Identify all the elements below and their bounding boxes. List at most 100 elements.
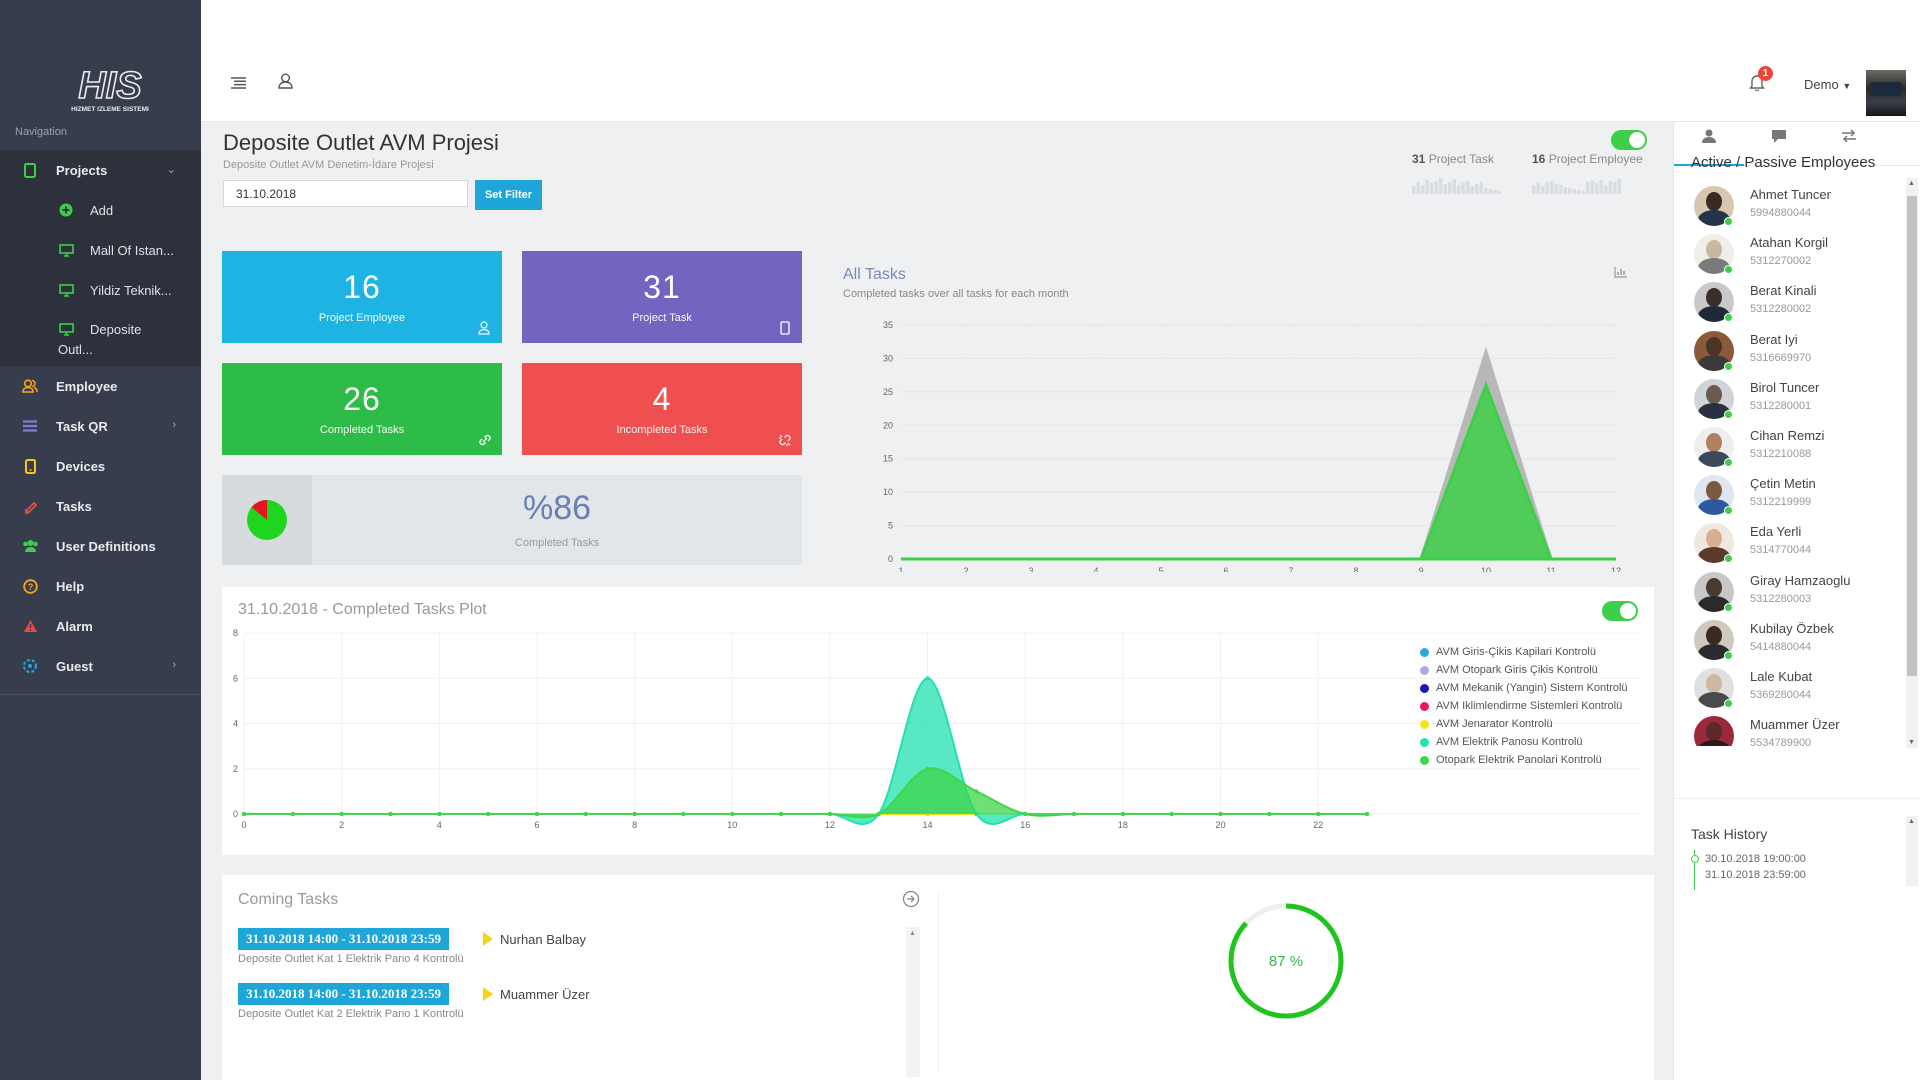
legend-item[interactable]: AVM Giris-Çikis Kapilari Kontrolü <box>1420 645 1596 659</box>
data-point <box>1218 812 1223 816</box>
scrollbar-thumb[interactable] <box>1907 196 1917 676</box>
x-tick-label: 22 <box>1313 820 1323 830</box>
sparkline-bar <box>1536 183 1540 194</box>
summary-value: 16 <box>1532 152 1546 166</box>
view-toggle[interactable] <box>1611 130 1647 150</box>
chevron-right-icon[interactable]: › <box>172 419 176 431</box>
sparkline-bar <box>1586 182 1590 194</box>
employee-item[interactable]: Ahmet Tuncer 5994880044 <box>1694 186 1894 242</box>
stat-label: Incompleted Tasks <box>616 424 708 436</box>
monitor-icon <box>58 283 74 297</box>
user-menu[interactable]: Demo ▼ <box>1804 77 1851 92</box>
employee-item[interactable]: Birol Tuncer 5312280001 <box>1694 378 1894 435</box>
x-tick-label: 2 <box>963 566 968 572</box>
menu-item-task-qr[interactable]: Task QR › <box>0 406 201 446</box>
x-tick-label: 20 <box>1216 820 1226 830</box>
employee-item[interactable]: Cihan Remzi 5312210088 <box>1694 427 1894 483</box>
sparkline-bar <box>1443 184 1447 194</box>
stat-card-incompleted[interactable]: 4 Incompleted Tasks <box>522 363 802 455</box>
series-line <box>243 677 1368 826</box>
menu-item-employee[interactable]: Employee <box>0 366 201 406</box>
menu-item-user-definitions[interactable]: User Definitions <box>0 526 201 566</box>
employee-item[interactable]: Kubilay Özbek 5414880044 <box>1694 619 1894 676</box>
arrow-circle-right-icon[interactable] <box>902 890 920 913</box>
legend-item[interactable]: AVM Jenarator Kontrolü <box>1420 717 1553 731</box>
employee-name: Berat Kinali <box>1750 283 1817 299</box>
sparkline-bar <box>1599 180 1603 194</box>
submenu-item-deposite-outlet[interactable]: Deposite Outl... <box>0 310 201 366</box>
stat-value: 31 <box>643 269 681 305</box>
add-icon <box>58 203 74 217</box>
legend-item[interactable]: Otopark Elektrik Panolari Kontrolü <box>1420 753 1602 767</box>
employee-item[interactable]: Muammer Üzer 5534789900 <box>1694 716 1894 746</box>
menu-item-help[interactable]: ? Help <box>0 566 201 606</box>
legend-item[interactable]: AVM Mekanik (Yangin) Sistem Kontrolü <box>1420 681 1628 695</box>
employee-item[interactable]: Lale Kubat 5369280044 <box>1694 668 1894 724</box>
scroll-down-icon[interactable]: ▼ <box>1908 739 1915 746</box>
x-tick-label: 6 <box>534 820 539 830</box>
submenu-label-line1: Deposite <box>90 322 142 337</box>
plot-toggle-switch[interactable] <box>1602 601 1638 621</box>
sparkline-bar <box>1617 179 1621 194</box>
submenu-item-mall-of-istanbul[interactable]: Mall Of Istan... <box>0 230 201 270</box>
completion-percent: %86 <box>522 489 592 527</box>
avatar-image-part <box>1870 82 1902 96</box>
menu-label: Help <box>56 578 85 594</box>
chevron-down-icon[interactable]: ⌄ <box>166 164 176 176</box>
legend-item[interactable]: AVM Otopark Giris Çikis Kontrolü <box>1420 663 1598 677</box>
menu-item-tasks[interactable]: Tasks <box>0 486 201 526</box>
y-tick-label: 5 <box>888 521 893 531</box>
avatar[interactable] <box>1866 70 1906 116</box>
stat-card-completed[interactable]: 26 Completed Tasks <box>222 363 502 455</box>
set-filter-button[interactable]: Set Filter <box>475 180 542 210</box>
avatar-body <box>1698 692 1730 708</box>
employee-item[interactable]: Giray Hamzaoglu 5312280003 <box>1694 571 1894 628</box>
tab-transfers[interactable] <box>1814 122 1884 166</box>
employee-item[interactable]: Çetin Metin 5312219999 <box>1694 475 1894 531</box>
nav-caption: Navigation <box>15 126 67 138</box>
menu-item-alarm[interactable]: Alarm <box>0 606 201 646</box>
stat-card-employees[interactable]: 16 Project Employee <box>222 251 502 343</box>
stat-card-tasks[interactable]: 31 Project Task <box>522 251 802 343</box>
employee-item[interactable]: Berat Kinali 5312280002 <box>1694 282 1894 338</box>
tab-employees[interactable] <box>1674 122 1744 166</box>
employee-item[interactable]: Atahan Korgil 5312270002 <box>1694 234 1894 290</box>
menu-label: Employee <box>56 378 118 394</box>
coming-task-time[interactable]: 31.10.2018 14:00 - 31.10.2018 23:59 <box>238 928 449 950</box>
menu-item-devices[interactable]: Devices <box>0 446 201 486</box>
toggle-switch[interactable] <box>1611 130 1647 150</box>
history-scrollbar[interactable]: ▲ <box>1906 816 1918 886</box>
avatar-body <box>1698 402 1730 419</box>
x-tick-label: 4 <box>1093 566 1098 572</box>
employee-phone: 5312210088 <box>1750 448 1812 460</box>
menu-item-guest[interactable]: Guest › <box>0 646 201 686</box>
coming-task-time[interactable]: 31.10.2018 14:00 - 31.10.2018 23:59 <box>238 983 449 1005</box>
sparkline-bar <box>1590 181 1594 194</box>
submenu-label-line2: Outl... <box>58 342 93 357</box>
tab-messages[interactable] <box>1744 122 1814 166</box>
employee-phone: 5314770044 <box>1750 544 1812 557</box>
employee-scrollbar[interactable]: ▲ ▼ <box>1906 178 1918 748</box>
employee-item[interactable]: Eda Yerli 5314770044 <box>1694 523 1894 579</box>
coming-tasks-scrollbar[interactable]: ▲ <box>906 927 920 1077</box>
legend-item[interactable]: AVM Iklimlendirme Sistemleri Kontrolü <box>1420 699 1622 713</box>
employee-item[interactable]: Berat Iyi 5316669970 <box>1694 330 1894 387</box>
submenu-item-yildiz-teknik[interactable]: Yildiz Teknik... <box>0 270 201 310</box>
menu-item-projects[interactable]: Projects ⌄ <box>0 150 201 190</box>
chevron-right-icon[interactable]: › <box>172 659 176 671</box>
his-logo[interactable]: HIS HIZMET IZLEME SISTEMI <box>62 64 158 116</box>
date-input[interactable] <box>223 180 468 207</box>
scroll-up-icon[interactable]: ▲ <box>1908 180 1915 187</box>
avatar-head <box>1706 384 1722 404</box>
legend-item[interactable]: AVM Elektrik Panosu Kontrolü <box>1420 735 1583 749</box>
menu-toggle-icon[interactable] <box>231 76 246 94</box>
scroll-up-icon[interactable]: ▲ <box>909 930 916 937</box>
data-point <box>827 812 832 816</box>
profile-icon[interactable] <box>278 73 293 94</box>
submenu-item-add[interactable]: Add <box>0 190 201 230</box>
x-tick-label: 1 <box>898 566 903 572</box>
stat-label: Project Employee <box>318 312 406 324</box>
scroll-up-icon[interactable]: ▲ <box>1908 818 1915 825</box>
x-tick-label: 12 <box>825 820 835 830</box>
bar-chart-icon[interactable] <box>1614 265 1628 283</box>
